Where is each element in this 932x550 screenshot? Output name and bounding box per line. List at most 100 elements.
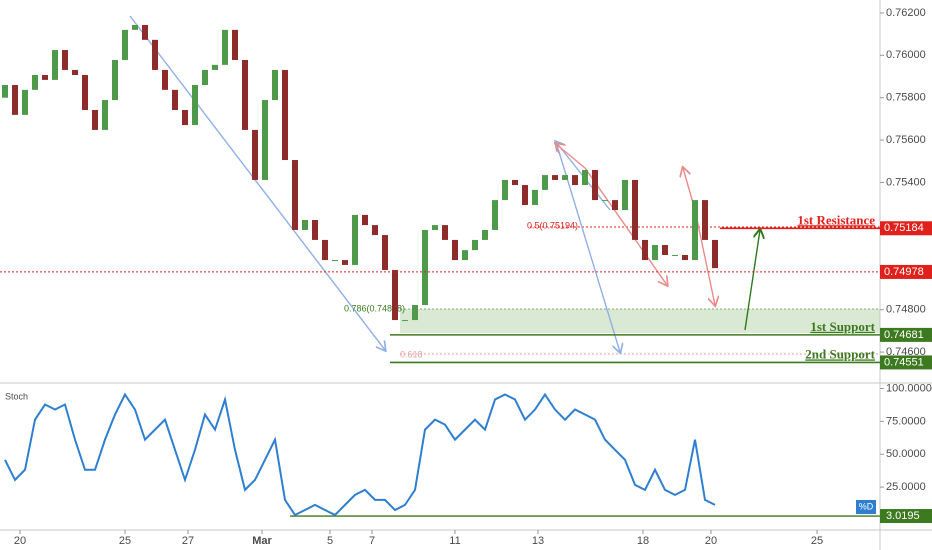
candle-body bbox=[302, 220, 308, 230]
x-tick-label: 20 bbox=[705, 535, 717, 547]
level-name: 2nd Support bbox=[805, 346, 875, 361]
candle-body bbox=[222, 29, 228, 65]
candle-body bbox=[662, 245, 668, 255]
candle-body bbox=[572, 175, 578, 186]
indicator-title: Stoch bbox=[5, 391, 28, 401]
price-label: 0.75184 bbox=[884, 222, 924, 234]
arrow bbox=[584, 167, 667, 285]
candle-body bbox=[352, 214, 358, 265]
candle-body bbox=[612, 200, 618, 211]
x-tick-label: 25 bbox=[811, 535, 823, 547]
candle-body bbox=[542, 175, 548, 190]
candle-body bbox=[232, 29, 238, 60]
candle-body bbox=[262, 100, 268, 180]
y-tick-label: 0.75600 bbox=[886, 134, 926, 146]
candle-body bbox=[62, 50, 68, 70]
candle-body bbox=[242, 59, 248, 130]
price-label-box bbox=[880, 221, 932, 236]
candle-body bbox=[52, 50, 58, 80]
candle-body bbox=[512, 179, 518, 186]
candle-body bbox=[2, 84, 8, 98]
candle-body bbox=[342, 260, 348, 265]
candle-body bbox=[182, 110, 188, 126]
y-tick-label: 0.75400 bbox=[886, 176, 926, 188]
candle-body bbox=[502, 179, 508, 201]
x-tick-label: 13 bbox=[532, 535, 544, 547]
candle-body bbox=[392, 270, 398, 321]
legend-label: %D bbox=[859, 501, 874, 511]
candle-body bbox=[562, 175, 568, 180]
x-tick-label: Mar bbox=[252, 535, 272, 547]
y-tick-label: 0.76000 bbox=[886, 49, 926, 61]
fib-label: 0.5(0.75194) bbox=[527, 220, 578, 230]
arrow bbox=[129, 15, 385, 350]
level-name: 1st Resistance bbox=[797, 212, 875, 227]
arrow bbox=[556, 144, 586, 169]
candle-body bbox=[252, 129, 258, 180]
y2-tick-label: 25.0000 bbox=[886, 481, 926, 493]
candle-body bbox=[492, 200, 498, 230]
candle-body bbox=[142, 25, 148, 40]
candle-body bbox=[212, 64, 218, 70]
candle-body bbox=[532, 189, 538, 205]
candle-body bbox=[132, 25, 138, 30]
price-label-box bbox=[880, 264, 932, 279]
y-tick-label: 0.75800 bbox=[886, 92, 926, 104]
candle-body bbox=[72, 69, 78, 76]
candle-body bbox=[312, 220, 318, 240]
indicator-line bbox=[4, 392, 716, 517]
candle-body bbox=[432, 225, 438, 230]
candle-body bbox=[442, 225, 448, 240]
support-zone bbox=[400, 309, 880, 333]
price-label: 0.74681 bbox=[884, 329, 924, 341]
arrow bbox=[694, 209, 715, 305]
candle-body bbox=[42, 75, 48, 80]
y2-tick-label: 75.0000 bbox=[886, 415, 926, 427]
candle-body bbox=[12, 84, 18, 115]
candle-body bbox=[632, 179, 638, 240]
level-label: 3.0195 bbox=[886, 510, 920, 522]
level-name: 1st Support bbox=[810, 319, 875, 334]
candle-body bbox=[642, 239, 648, 261]
candle-body bbox=[602, 200, 608, 202]
candle-body bbox=[712, 239, 718, 269]
x-tick-label: 27 bbox=[182, 535, 194, 547]
candle-body bbox=[122, 29, 128, 60]
candle-body bbox=[412, 305, 418, 321]
candle-body bbox=[652, 245, 658, 261]
fib-label: 0.618 bbox=[400, 349, 423, 359]
level-label-box bbox=[880, 509, 932, 524]
candle-body bbox=[112, 59, 118, 101]
candle-body bbox=[322, 239, 328, 261]
candle-body bbox=[92, 110, 98, 130]
candle-body bbox=[552, 175, 558, 180]
candle-body bbox=[102, 100, 108, 130]
candle-body bbox=[192, 84, 198, 126]
y-tick-label: 0.74600 bbox=[886, 346, 926, 358]
price-label: 0.74978 bbox=[884, 266, 924, 278]
y2-tick-label: 50.0000 bbox=[886, 448, 926, 460]
candle-body bbox=[172, 89, 178, 111]
candle-body bbox=[622, 179, 628, 211]
candle-body bbox=[522, 185, 528, 205]
y-tick-label: 0.74800 bbox=[886, 304, 926, 316]
x-tick-label: 5 bbox=[327, 535, 333, 547]
candle-body bbox=[682, 254, 688, 261]
candle-body bbox=[272, 69, 278, 101]
x-tick-label: 7 bbox=[369, 535, 375, 547]
y2-tick-label: 100.0000 bbox=[886, 382, 932, 394]
candle-body bbox=[282, 69, 288, 161]
candle-body bbox=[152, 39, 158, 70]
candle-body bbox=[672, 254, 678, 256]
price-label-box bbox=[880, 327, 932, 342]
candle-body bbox=[402, 320, 408, 322]
price-label-box bbox=[880, 355, 932, 370]
price-label: 0.74551 bbox=[884, 356, 924, 368]
x-tick-label: 20 bbox=[14, 535, 26, 547]
candle-body bbox=[22, 89, 28, 115]
x-tick-label: 25 bbox=[119, 535, 131, 547]
candle-body bbox=[332, 260, 338, 262]
legend-box bbox=[856, 500, 876, 514]
candle-body bbox=[462, 250, 468, 261]
